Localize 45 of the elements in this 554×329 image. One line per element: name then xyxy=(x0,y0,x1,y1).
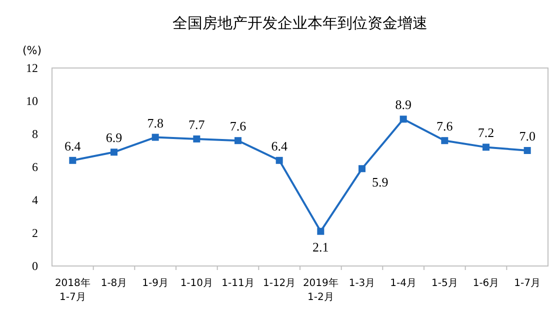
point xyxy=(69,156,76,164)
data-label: 6.4 xyxy=(64,138,82,154)
data-label: 7.7 xyxy=(188,116,206,132)
x-tick-label: 1-11月 xyxy=(222,278,254,289)
data-label: 6.9 xyxy=(106,130,122,146)
x-tick-label: 2019年 1-2月 xyxy=(302,277,338,303)
x-tick-label: 1-4月 xyxy=(390,278,417,289)
x-tick-label: 1-8月 xyxy=(100,278,128,289)
x-tick-label: 1-7月 xyxy=(514,278,541,289)
data-label: 7.8 xyxy=(147,115,164,130)
chart-title: 全国房地产开发企业本年到位资金增速 xyxy=(172,14,428,32)
point xyxy=(441,137,448,144)
point xyxy=(524,147,531,154)
x-tick-label: 1-5月 xyxy=(431,278,458,289)
y-tick-label: 10 xyxy=(26,94,38,108)
data-label: 5.9 xyxy=(372,174,388,190)
y-tick-label: 4 xyxy=(32,193,38,207)
x-tick-label: 1-10月 xyxy=(180,278,214,289)
y-axis-title: (%) xyxy=(22,44,42,57)
y-tick-label: 0 xyxy=(32,259,38,273)
x-tick-label: 1-6月 xyxy=(472,278,500,289)
x-tick-label: 1-9月 xyxy=(142,278,169,289)
y-tick-label: 2 xyxy=(32,226,38,240)
point xyxy=(276,156,283,164)
x-tick-label: 1-3月 xyxy=(348,278,376,289)
point xyxy=(400,116,407,123)
data-label: 6.4 xyxy=(271,138,288,154)
point xyxy=(193,135,200,142)
data-label: 7.0 xyxy=(519,128,536,144)
data-label: 7.2 xyxy=(478,125,494,140)
point xyxy=(358,165,366,172)
point xyxy=(234,137,242,144)
x-tick-label: 2018年 1-7月 xyxy=(54,277,90,303)
data-label: 2.1 xyxy=(312,239,329,254)
y-tick-label: 8 xyxy=(32,127,38,141)
y-tick-label: 6 xyxy=(32,160,38,174)
y-tick-label: 12 xyxy=(26,61,38,75)
data-label: 8.9 xyxy=(395,97,412,112)
point xyxy=(482,144,490,151)
data-label: 7.6 xyxy=(436,118,454,134)
point xyxy=(317,228,324,235)
point xyxy=(110,148,118,156)
point xyxy=(152,134,159,141)
x-tick-label: 1-12月 xyxy=(262,278,296,289)
data-label: 7.6 xyxy=(230,118,247,134)
